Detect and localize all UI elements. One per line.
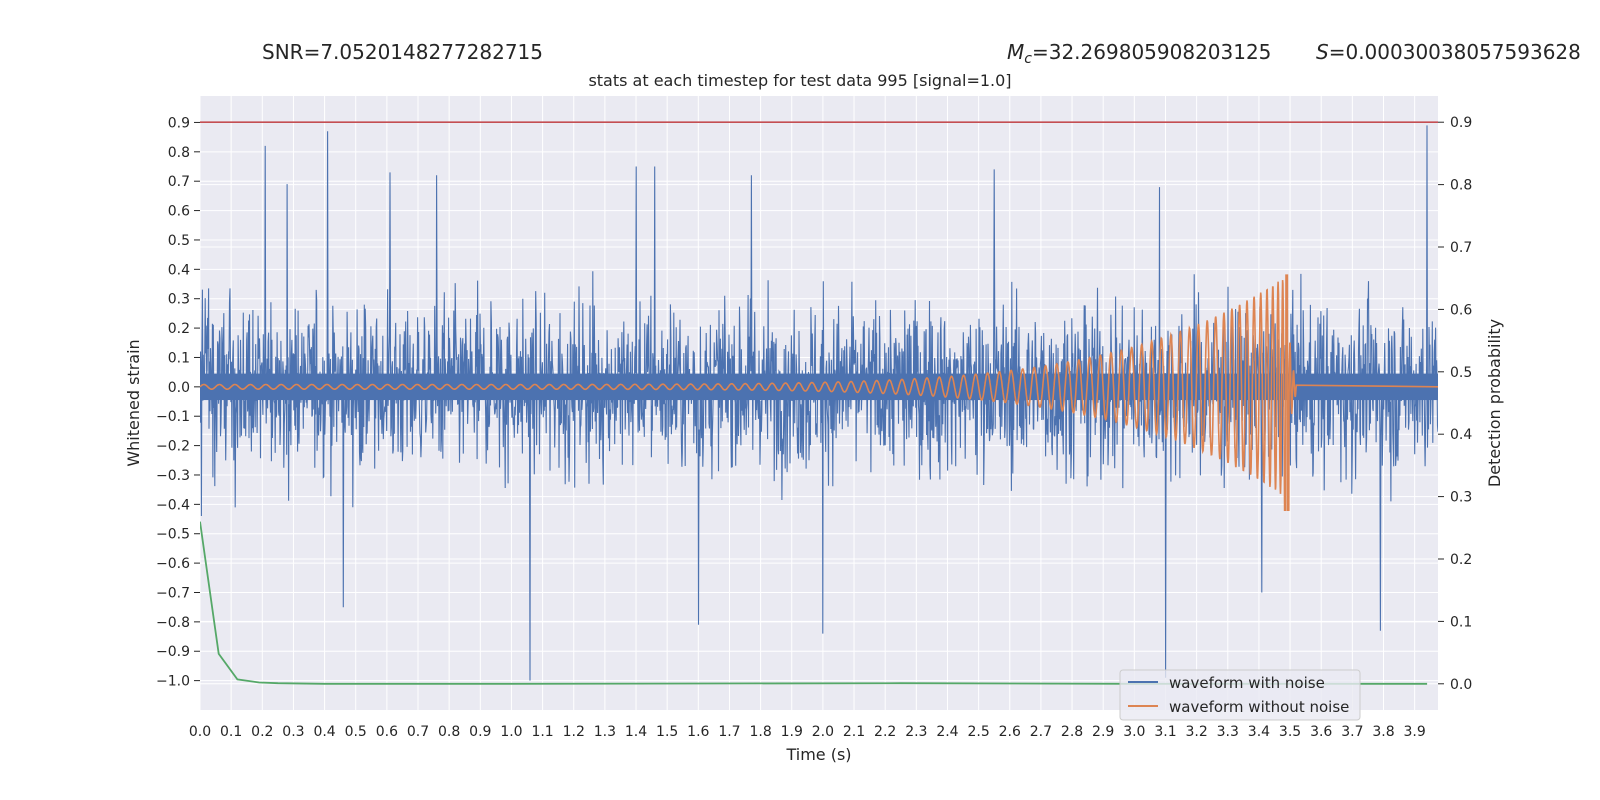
x-tick-label: 3.9 — [1404, 724, 1426, 740]
x-tick-label: 1.3 — [594, 724, 616, 740]
x-tick-label: 1.9 — [781, 724, 803, 740]
mc-symbol: M — [1007, 40, 1025, 64]
snr-header: SNR=7.0520148277282715 — [262, 40, 544, 64]
x-axis-ticks: 0.0 0.1 0.2 0.3 0.4 0.5 0.6 0.7 0.8 0.9 1.0 1.1 1.2 1… — [189, 724, 1426, 740]
y-tick-label: 0.0 — [168, 380, 190, 396]
y-right-tick-label: 0.2 — [1450, 552, 1472, 568]
x-tick-label: 0.9 — [469, 724, 491, 740]
y-tick-label: −0.1 — [156, 409, 190, 425]
grid — [199, 96, 1438, 710]
x-tick-label: 0.6 — [376, 724, 398, 740]
y-tick-label: −0.2 — [156, 439, 190, 455]
clean-layer — [200, 274, 1438, 511]
x-tick-label: 1.0 — [500, 724, 522, 740]
y-right-tick-label: 0.0 — [1450, 677, 1472, 693]
x-tick-label: 2.9 — [1092, 724, 1114, 740]
x-tick-label: 1.1 — [531, 724, 553, 740]
y-tick-label: −1.0 — [156, 674, 190, 690]
y-tick-label: 0.4 — [168, 262, 190, 278]
y-right-tick-label: 0.4 — [1450, 427, 1472, 443]
s-value: 0.00030038057593628 — [1345, 40, 1581, 64]
y-right-tick-label: 0.7 — [1450, 240, 1472, 256]
x-tick-label: 2.0 — [812, 724, 834, 740]
clean-waveform-line — [200, 274, 1438, 511]
y-right-tick-label: 0.9 — [1450, 115, 1472, 131]
legend-clean-label: waveform without noise — [1169, 698, 1349, 716]
x-tick-label: 2.1 — [843, 724, 865, 740]
x-tick-label: 1.8 — [749, 724, 771, 740]
x-tick-label: 2.6 — [999, 724, 1021, 740]
y-tick-label: −0.5 — [156, 527, 190, 543]
y-right-tick-label: 0.3 — [1450, 490, 1472, 506]
s-symbol: S — [1316, 40, 1329, 64]
x-tick-label: 3.0 — [1123, 724, 1145, 740]
y-tick-label: 0.1 — [168, 350, 190, 366]
y-axis-left-ticks: −1.0 −0.9 −0.8 −0.7 −0.6 −0.5 −0.4 −0.3 −0.2 −0.1… — [156, 115, 200, 690]
x-tick-label: 3.3 — [1217, 724, 1239, 740]
y-right-tick-label: 0.1 — [1450, 614, 1472, 630]
legend: waveform with noise waveform without noi… — [1119, 669, 1361, 721]
y-right-tick-label: 0.5 — [1450, 365, 1472, 381]
x-tick-label: 1.2 — [563, 724, 585, 740]
y-tick-label: 0.9 — [168, 115, 190, 131]
y-tick-label: 0.6 — [168, 204, 190, 220]
y-tick-label: 0.2 — [168, 321, 190, 337]
s-header: S=0.00030038057593628 — [1316, 40, 1581, 64]
x-tick-label: 3.4 — [1248, 724, 1270, 740]
x-tick-label: 0.2 — [251, 724, 273, 740]
y-right-tick-label: 0.6 — [1450, 302, 1472, 318]
x-tick-label: 2.4 — [936, 724, 958, 740]
x-tick-label: 3.2 — [1185, 724, 1207, 740]
x-tick-label: 2.5 — [967, 724, 989, 740]
x-tick-label: 0.0 — [189, 724, 211, 740]
y-tick-label: 0.3 — [168, 292, 190, 308]
prob-layer — [200, 121, 1438, 685]
x-tick-label: 3.7 — [1341, 724, 1363, 740]
mc-subscript: c — [1024, 51, 1032, 67]
x-tick-label: 1.4 — [625, 724, 647, 740]
x-tick-label: 1.6 — [687, 724, 709, 740]
y-tick-label: −0.8 — [156, 615, 190, 631]
x-tick-label: 0.5 — [345, 724, 367, 740]
y-right-tick-label: 0.8 — [1450, 178, 1472, 194]
chirp-mass-header: Mc=32.269805908203125 — [1007, 40, 1272, 67]
mc-value: 32.269805908203125 — [1048, 40, 1272, 64]
x-tick-label: 0.4 — [313, 724, 335, 740]
y-tick-label: 0.5 — [168, 233, 190, 249]
x-tick-label: 1.7 — [718, 724, 740, 740]
y-tick-label: −0.6 — [156, 556, 190, 572]
x-tick-label: 3.1 — [1154, 724, 1176, 740]
x-tick-label: 2.2 — [874, 724, 896, 740]
x-axis-label: Time (s) — [785, 745, 851, 764]
x-tick-label: 2.7 — [1030, 724, 1052, 740]
y-tick-label: −0.4 — [156, 497, 190, 513]
y-tick-label: −0.9 — [156, 644, 190, 660]
y-tick-label: −0.7 — [156, 585, 190, 601]
x-tick-label: 3.8 — [1372, 724, 1394, 740]
x-tick-label: 2.8 — [1061, 724, 1083, 740]
y-tick-label: 0.7 — [168, 174, 190, 190]
y-tick-label: −0.3 — [156, 468, 190, 484]
y-axis-right-label: Detection probability — [1485, 319, 1504, 487]
x-tick-label: 0.3 — [282, 724, 304, 740]
y-axis-left-label: Whitened strain — [124, 339, 143, 466]
detection-probability-line — [200, 521, 1428, 685]
y-axis-right-ticks: 0.0 0.1 0.2 0.3 0.4 0.5 0.6 0.7 0.8 0.9 — [1438, 115, 1472, 693]
chart-title: stats at each timestep for test data 995… — [588, 71, 1012, 90]
snr-label: SNR — [262, 40, 304, 64]
legend-noisy-label: waveform with noise — [1169, 674, 1325, 692]
y-tick-label: 0.8 — [168, 145, 190, 161]
x-tick-label: 3.6 — [1310, 724, 1332, 740]
x-tick-label: 0.1 — [220, 724, 242, 740]
x-tick-label: 3.5 — [1279, 724, 1301, 740]
x-tick-label: 0.8 — [438, 724, 460, 740]
snr-value: 7.0520148277282715 — [320, 40, 544, 64]
x-tick-label: 0.7 — [407, 724, 429, 740]
x-tick-label: 1.5 — [656, 724, 678, 740]
legend-box — [1119, 669, 1361, 721]
x-tick-label: 2.3 — [905, 724, 927, 740]
